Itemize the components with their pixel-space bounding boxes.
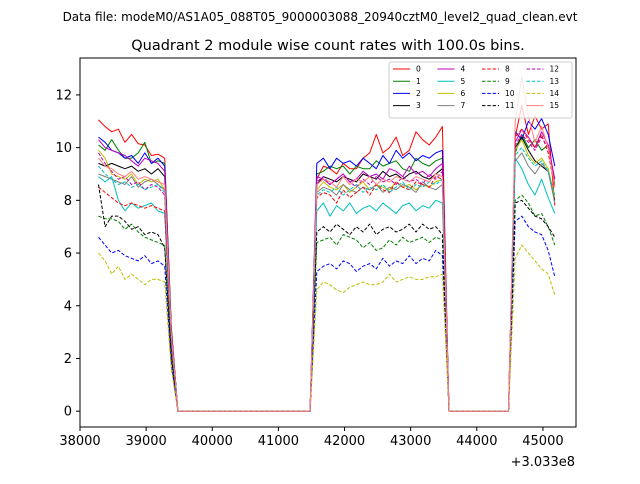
y-tick-label: 10 — [55, 141, 72, 156]
legend-frame — [388, 61, 573, 119]
legend-label-8: 8 — [505, 65, 510, 74]
plot-area — [98, 75, 556, 412]
y-tick-label: 0 — [64, 405, 72, 420]
chart-title: Quadrant 2 module wise count rates with … — [131, 38, 525, 54]
y-tick-label: 4 — [64, 299, 72, 314]
x-tick-label: 44000 — [456, 434, 497, 449]
series-line-14 — [98, 244, 556, 412]
legend-label-2: 2 — [416, 89, 421, 98]
x-tick-label: 43000 — [390, 434, 431, 449]
legend-label-11: 11 — [505, 101, 515, 110]
legend-label-12: 12 — [550, 65, 560, 74]
series-line-3 — [98, 136, 556, 412]
axes: 38000 39000 40000 41000 42000 43000 44000 45000… — [55, 57, 577, 449]
x-tick-label: 40000 — [192, 434, 233, 449]
y-tick-label: 2 — [64, 352, 72, 367]
series-line-1 — [98, 133, 556, 412]
legend-label-14: 14 — [550, 89, 560, 98]
y-tick-label: 6 — [64, 247, 72, 262]
x-tick-label: 39000 — [125, 434, 166, 449]
legend-label-5: 5 — [461, 77, 466, 86]
series-lines — [98, 75, 556, 412]
y-tick-label: 12 — [55, 88, 72, 103]
series-line-4 — [98, 128, 556, 412]
legend-label-9: 9 — [505, 77, 510, 86]
series-line-8 — [98, 128, 556, 412]
x-tick-label: 38000 — [59, 434, 100, 449]
legend-label-3: 3 — [416, 101, 421, 110]
x-tick-label: 41000 — [258, 434, 299, 449]
legend-label-13: 13 — [550, 77, 560, 86]
axes-frame — [79, 57, 577, 428]
x-tick-label: 45000 — [522, 434, 563, 449]
series-line-12 — [98, 133, 556, 412]
legend-label-1: 1 — [416, 77, 421, 86]
suptitle: Data file: modeM0/AS1A05_088T05_90000030… — [63, 10, 578, 24]
x-tick-label: 42000 — [324, 434, 365, 449]
legend-label-15: 15 — [550, 101, 560, 110]
legend-label-7: 7 — [461, 101, 466, 110]
series-line-15 — [98, 75, 556, 412]
legend-label-0: 0 — [416, 65, 421, 74]
legend-label-4: 4 — [461, 65, 466, 74]
x-offset-label: +3.033e8 — [511, 455, 575, 470]
y-tick-label: 8 — [64, 194, 72, 209]
legend-label-10: 10 — [505, 89, 515, 98]
legend-label-6: 6 — [461, 89, 466, 98]
